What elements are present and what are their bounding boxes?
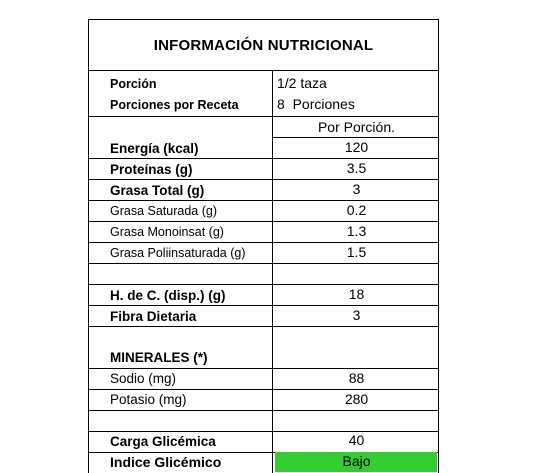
row-label-monounsaturated-fat: Grasa Monoinsat (g) — [110, 225, 224, 239]
row-line — [88, 368, 439, 369]
row-label-saturated-fat: Grasa Saturada (g) — [110, 204, 217, 218]
servings-label: Porciones por Receta — [110, 98, 239, 112]
row-line — [88, 305, 439, 306]
row-value-polyunsaturated-fat: 1.5 — [346, 244, 367, 260]
section-label-minerals: MINERALES (*) — [110, 350, 208, 365]
row-line — [88, 179, 439, 180]
row-line — [88, 284, 439, 285]
row-label-glycemic-index: Indice Glicémico — [110, 454, 222, 470]
row-line — [88, 410, 439, 411]
row-line — [88, 326, 439, 327]
row-label-polyunsaturated-fat: Grasa Poliinsaturada (g) — [110, 246, 246, 260]
row-label-potassium: Potasio (mg) — [110, 392, 187, 407]
column-header: Por Porción. — [317, 119, 396, 135]
row-line — [88, 200, 439, 201]
row-value-glycemic-index: Bajo — [342, 453, 371, 469]
row-line — [88, 242, 439, 243]
row-label-protein: Proteínas (g) — [110, 162, 193, 177]
row-label-total-fat: Grasa Total (g) — [110, 183, 205, 198]
table-border-top — [88, 19, 439, 20]
row-line — [88, 452, 439, 453]
row-line — [88, 158, 439, 159]
row-line — [88, 431, 439, 432]
table-border-left — [88, 19, 89, 473]
row-value-total-fat: 3 — [352, 181, 361, 197]
row-value-minerals — [275, 346, 438, 367]
row-label-glycemic-load: Carga Glicémica — [110, 434, 216, 449]
row-line — [88, 221, 439, 222]
row-label-fiber: Fibra Dietaria — [110, 309, 197, 324]
row-line — [272, 137, 439, 138]
row-value-glycemic-load: 40 — [348, 432, 365, 448]
row-label-carbohydrates: H. de C. (disp.) (g) — [110, 288, 226, 303]
table-title: INFORMACIÓN NUTRICIONAL — [153, 36, 374, 54]
row-label-energy: Energía (kcal) — [110, 141, 199, 156]
row-label-sodium: Sodio (mg) — [110, 371, 177, 386]
column-divider — [272, 70, 273, 473]
row-value-fiber: 3 — [352, 307, 361, 323]
table-border-right — [438, 19, 439, 473]
row-line — [88, 263, 439, 264]
portion-label: Porción — [110, 77, 157, 91]
row-line — [88, 389, 439, 390]
glycemic-index-highlight — [275, 452, 437, 472]
row-value-energy: 120 — [344, 139, 369, 155]
row-value-protein: 3.5 — [346, 160, 367, 176]
row-value-potassium: 280 — [344, 391, 369, 407]
title-divider — [88, 70, 439, 71]
portion-value: 1/2 taza — [277, 75, 327, 91]
row-value-sodium: 88 — [348, 370, 365, 386]
row-line — [88, 116, 439, 117]
row-value-monounsaturated-fat: 1.3 — [346, 223, 367, 239]
row-value-saturated-fat: 0.2 — [346, 202, 367, 218]
servings-value: 8 Porciones — [277, 96, 355, 112]
row-value-carbohydrates: 18 — [348, 286, 365, 302]
